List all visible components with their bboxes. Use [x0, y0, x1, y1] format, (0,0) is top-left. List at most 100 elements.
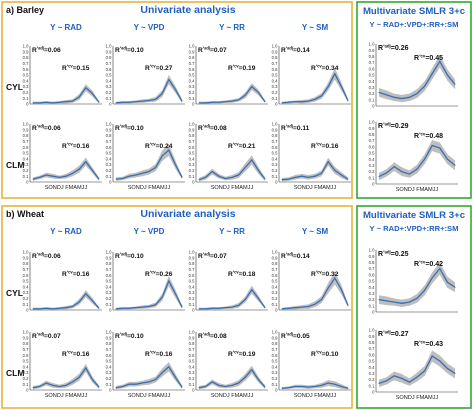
r2-cv-label: R²cv=0.16 — [311, 141, 339, 150]
y-tick-label: 0.7 — [272, 139, 278, 144]
data-point — [347, 100, 349, 102]
confidence-band — [379, 262, 455, 308]
y-tick-label: 1.0 — [106, 122, 112, 127]
data-point — [439, 60, 441, 62]
data-point — [334, 169, 336, 171]
y-tick-label: 0.6 — [272, 353, 278, 358]
plot-panel: 1.00.90.80.70.60.50.40.30.20.10 — [189, 44, 268, 107]
x-axis-label: SONDJ FMAMJJ — [396, 395, 439, 401]
y-tick-label: 0.5 — [369, 279, 375, 284]
data-point — [122, 101, 124, 103]
data-point — [211, 381, 213, 383]
r2-cv-label: R²cv=0.34 — [311, 63, 339, 72]
y-tick-label: 0.6 — [369, 272, 375, 277]
y-tick-label: 0.6 — [23, 67, 29, 72]
data-point — [401, 377, 403, 379]
r2-adj-label: R²adj=0.10 — [115, 45, 144, 54]
data-point — [446, 367, 448, 369]
y-tick-label: 0.2 — [272, 168, 278, 173]
r2-adj-label: R²adj=0.11 — [281, 123, 310, 132]
data-point — [98, 178, 100, 180]
multivariate-frame — [356, 205, 472, 409]
data-point — [439, 360, 441, 362]
data-point — [58, 101, 60, 103]
y-tick-label: 0.4 — [23, 156, 29, 161]
y-tick-label: 0.1 — [23, 96, 29, 101]
y-tick-label: 0.6 — [272, 145, 278, 150]
confidence-band — [379, 350, 455, 388]
section-label: a) Barley — [6, 5, 44, 15]
y-tick-label: 0 — [275, 388, 278, 393]
y-tick-label: 0.9 — [189, 49, 195, 54]
data-point — [155, 167, 157, 168]
data-point — [264, 178, 266, 180]
y-tick-label: 1.0 — [106, 250, 112, 255]
y-tick-label: 0.8 — [189, 261, 195, 266]
column-header: Y ~ RAD — [50, 23, 82, 32]
r2-adj-label: R²adj=0.10 — [115, 251, 144, 260]
y-tick-label: 0.7 — [23, 347, 29, 352]
y-tick-label: 0.3 — [189, 290, 195, 295]
data-point — [244, 299, 246, 301]
y-tick-label: 0.9 — [272, 49, 278, 54]
y-tick-label: 0.7 — [272, 347, 278, 352]
data-point — [408, 381, 410, 383]
y-tick-label: 0.9 — [189, 127, 195, 132]
y-tick-label: 0.8 — [23, 261, 29, 266]
data-point — [314, 386, 316, 388]
y-tick-label: 0.3 — [189, 84, 195, 89]
data-point — [378, 91, 380, 93]
data-point — [393, 301, 395, 303]
y-tick-label: 0.8 — [272, 55, 278, 60]
y-tick-label: 0.3 — [23, 84, 29, 89]
data-point — [45, 174, 47, 176]
data-point — [244, 376, 246, 378]
data-point — [231, 384, 233, 386]
data-point — [264, 101, 266, 103]
y-tick-label: 0.9 — [23, 255, 29, 260]
data-point — [264, 386, 266, 388]
y-tick-label: 1.0 — [189, 44, 195, 49]
y-tick-label: 0.9 — [272, 127, 278, 132]
y-tick-label: 0.4 — [369, 79, 375, 84]
data-point — [45, 307, 47, 309]
data-point — [39, 386, 41, 388]
r2-cv-label: R²cv=0.21 — [228, 141, 256, 150]
column-header: Y ~ RR — [219, 23, 245, 32]
plot-panel: 1.00.90.80.70.60.50.40.30.20.10 SONDJ FMA… — [106, 122, 185, 191]
data-point — [122, 307, 124, 309]
y-tick-label: 0.4 — [272, 284, 278, 289]
multi-r2-adj-label: R²adj=0.27 — [378, 329, 409, 338]
y-tick-label: 0.1 — [369, 175, 375, 180]
data-point — [85, 161, 87, 163]
r2-adj-label: R²adj=0.10 — [115, 123, 144, 132]
data-point — [224, 101, 226, 103]
y-tick-label: 0.8 — [23, 55, 29, 60]
y-tick-label: 0.2 — [369, 297, 375, 302]
data-point — [314, 303, 316, 305]
data-point — [224, 307, 226, 309]
data-point — [334, 73, 336, 75]
y-tick-label: 1.0 — [106, 44, 112, 49]
r2-adj-label: R²adj=0.14 — [281, 251, 310, 260]
y-tick-label: 0 — [275, 102, 278, 107]
y-tick-label: 0.9 — [106, 49, 112, 54]
y-tick-label: 0 — [372, 310, 375, 315]
data-point — [424, 85, 426, 87]
y-tick-label: 0 — [372, 104, 375, 109]
y-tick-label: 0.6 — [106, 273, 112, 278]
y-tick-label: 0.1 — [272, 174, 278, 179]
data-point — [340, 386, 342, 388]
y-tick-label: 0.6 — [189, 145, 195, 150]
data-point — [148, 381, 150, 383]
y-tick-label: 0.8 — [369, 260, 375, 265]
data-point — [431, 355, 433, 357]
r2-cv-label: R²cv=0.19 — [228, 63, 256, 72]
y-tick-label: 0.3 — [189, 370, 195, 375]
column-header: Y ~ VPD — [134, 227, 165, 236]
data-point — [378, 382, 380, 384]
y-tick-label: 0.4 — [369, 365, 375, 370]
data-point — [52, 384, 54, 386]
data-point — [301, 386, 303, 388]
y-tick-label: 0.2 — [189, 168, 195, 173]
